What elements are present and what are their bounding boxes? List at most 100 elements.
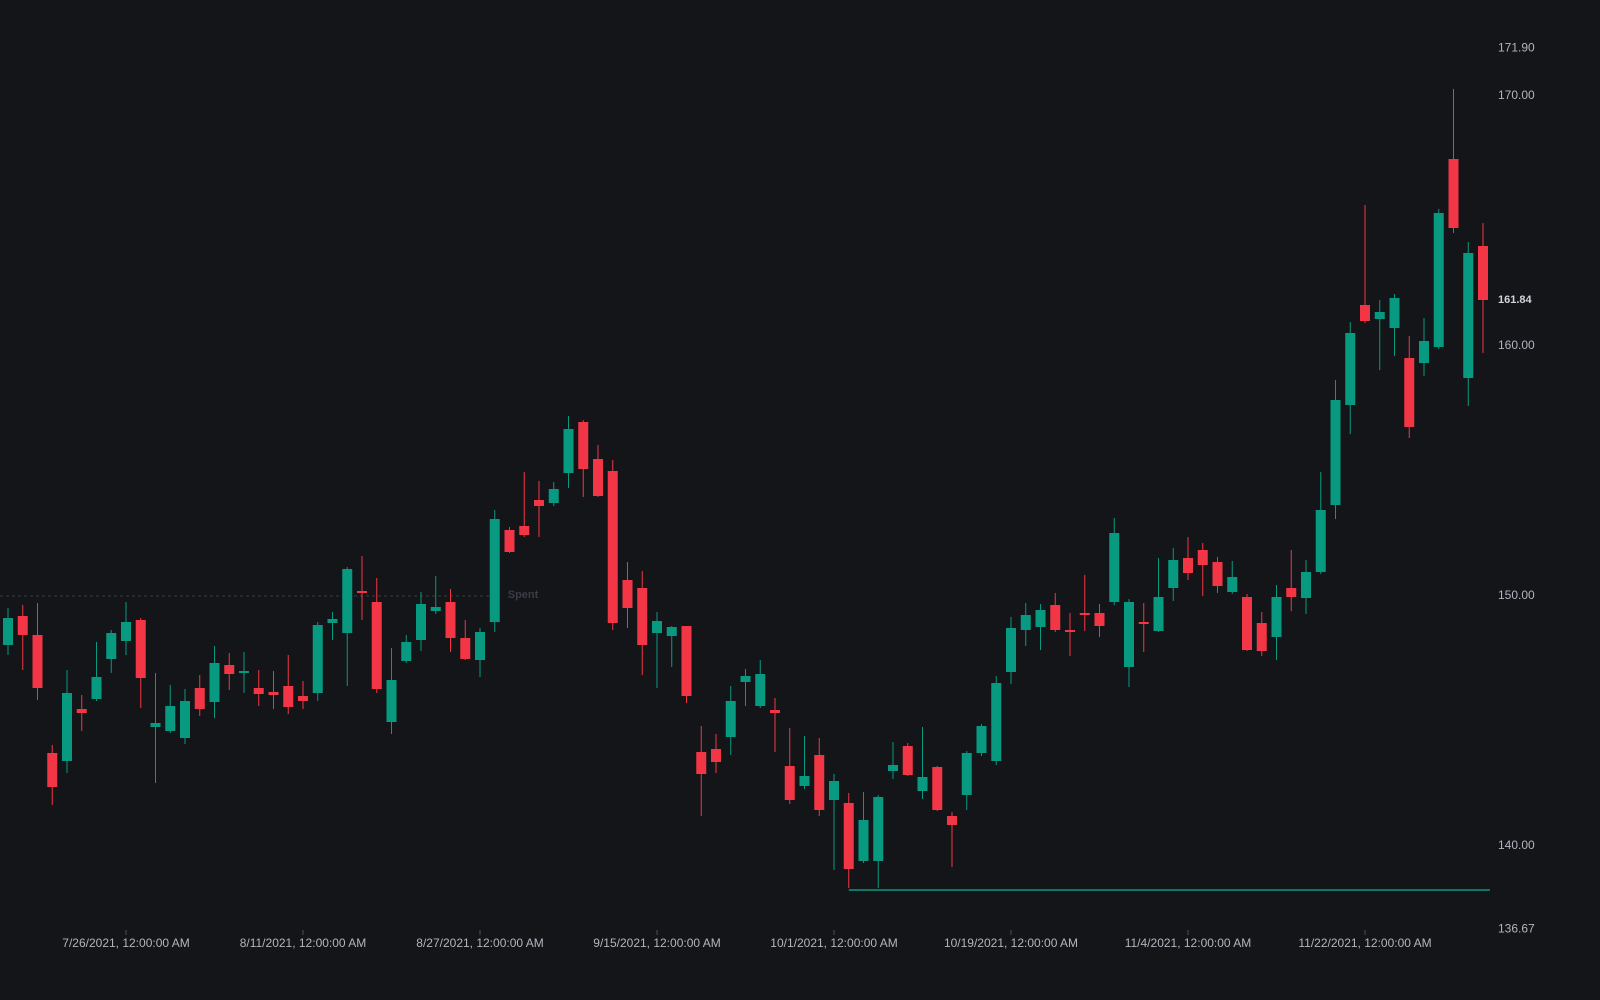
candle-body [652, 621, 662, 633]
candle-body [681, 626, 692, 696]
candle-body [357, 591, 367, 593]
x-tick-label: 11/4/2021, 12:00:00 AM [1125, 936, 1252, 950]
candle-body [1286, 588, 1297, 597]
candle-body [622, 580, 633, 608]
candle-body [563, 429, 574, 473]
candle-body [578, 422, 589, 469]
y-tick-label: 140.00 [1498, 838, 1535, 852]
x-tick-label: 9/15/2021, 12:00:00 AM [593, 936, 720, 950]
candle-body [725, 701, 736, 737]
candle-body [1079, 613, 1090, 615]
candle-body [1006, 628, 1016, 672]
candle-body [489, 519, 500, 622]
candle-body [711, 749, 721, 762]
candle-body [548, 489, 559, 503]
candle-body [1256, 623, 1267, 651]
candle-body [180, 701, 190, 738]
candle-body [475, 632, 485, 660]
price-line-label: Spent [508, 589, 539, 601]
candle-body [1330, 400, 1341, 505]
candle-body [814, 755, 825, 810]
candle-body [106, 633, 117, 659]
candle-body [76, 709, 87, 713]
candle-body [843, 803, 854, 869]
candle-body [283, 686, 294, 707]
candle-body [401, 642, 412, 661]
candle-body [1433, 213, 1444, 347]
candle-body [3, 618, 13, 645]
candle-body [135, 620, 146, 678]
candle-body [224, 665, 235, 674]
candle-body [888, 765, 898, 771]
candle-body [460, 638, 471, 659]
x-tick-label: 10/1/2021, 12:00:00 AM [770, 936, 897, 950]
candle-body [47, 753, 58, 787]
candle-body [1212, 562, 1223, 586]
candle-body [1419, 341, 1429, 363]
candle-body [1374, 312, 1385, 319]
candle-body [858, 820, 869, 861]
candle-body [784, 766, 795, 800]
candle-body [17, 616, 28, 635]
x-tick-label: 7/26/2021, 12:00:00 AM [62, 936, 189, 950]
candle-body [961, 753, 972, 795]
x-tick-label: 8/11/2021, 12:00:00 AM [240, 936, 367, 950]
candle-body [327, 619, 338, 623]
candle-body [740, 676, 751, 682]
candle-body [593, 459, 603, 496]
x-tick-label: 11/22/2021, 12:00:00 AM [1298, 936, 1431, 950]
candle-body [770, 710, 780, 713]
candle-body [917, 777, 928, 791]
y-tick-label: 136.67 [1498, 921, 1535, 935]
candle-body [342, 569, 353, 633]
candle-body [607, 471, 618, 623]
candle-body [637, 588, 648, 645]
candle-body [371, 602, 382, 689]
candle-body [534, 500, 544, 506]
last-price-label: 161.84 [1498, 294, 1533, 306]
candle-body [312, 625, 323, 693]
candle-body [829, 781, 839, 800]
candle-body [932, 767, 943, 810]
candle-body [1183, 558, 1193, 573]
candle-body [32, 635, 43, 688]
candle-body [209, 663, 220, 702]
candle-body [1242, 597, 1252, 650]
candle-body [239, 671, 249, 673]
y-tick-label: 160.00 [1498, 338, 1535, 352]
candle-body [1345, 333, 1356, 405]
y-tick-label: 150.00 [1498, 588, 1535, 602]
candle-body [991, 683, 1002, 761]
candle-body [150, 723, 161, 727]
candle-body [445, 602, 456, 638]
candle-body [121, 622, 131, 641]
candle-body [947, 816, 957, 825]
y-tick-label: 170.00 [1498, 88, 1535, 102]
candle-body [1404, 358, 1415, 427]
candle-body [1448, 159, 1459, 228]
candle-body [976, 726, 987, 753]
x-tick-label: 10/19/2021, 12:00:00 AM [944, 936, 1078, 950]
candle-body [1360, 305, 1370, 321]
candle-body [1389, 298, 1400, 328]
candle-body [268, 692, 279, 695]
candle-body [1478, 246, 1488, 300]
candle-body [1315, 510, 1326, 572]
candle-body [430, 607, 441, 611]
candle-body [1035, 610, 1046, 627]
candle-body [1065, 630, 1075, 632]
candle-body [1050, 605, 1061, 630]
candle-body [755, 674, 766, 706]
candle-body [416, 604, 426, 640]
candle-body [194, 688, 205, 709]
candle-body [1020, 615, 1031, 630]
candle-body [1094, 613, 1105, 626]
candle-body [386, 680, 397, 722]
candle-body [165, 706, 176, 731]
candle-body [298, 696, 308, 701]
candle-body [1227, 577, 1238, 592]
x-tick-label: 8/27/2021, 12:00:00 AM [416, 936, 543, 950]
candle-body [1271, 597, 1282, 637]
candle-body [1168, 560, 1179, 588]
